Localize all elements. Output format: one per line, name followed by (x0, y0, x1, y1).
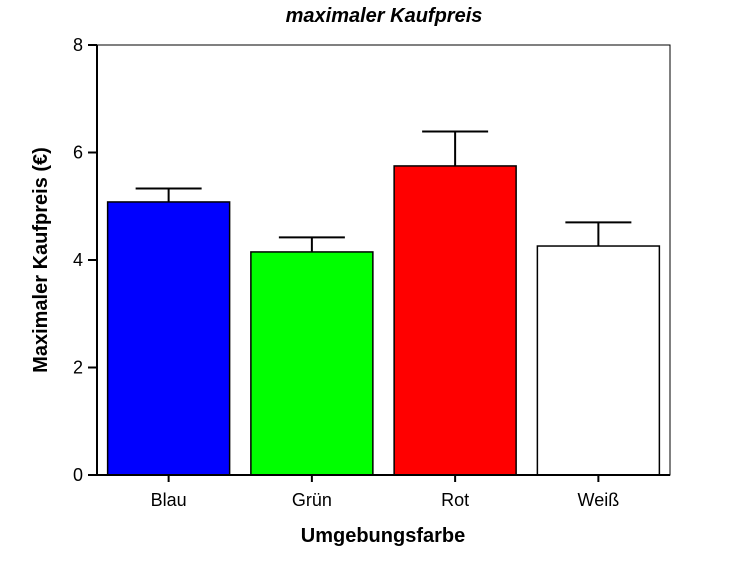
y-ticks-layer: 0 2 4 6 8 (73, 35, 97, 485)
chart-title: maximaler Kaufpreis (286, 5, 483, 27)
y-axis-label: Maximaler Kaufpreis (€) (30, 147, 52, 373)
x-tick-label-3: Weiß (578, 490, 620, 510)
bars-layer (106, 165, 661, 476)
x-axis-label: Umgebungsfarbe (301, 525, 465, 547)
error-bars-layer (135, 130, 632, 252)
bar-1 (250, 251, 374, 476)
bar-3 (536, 245, 661, 476)
x-ticks-layer: Blau Grün Rot Weiß (151, 475, 620, 510)
y-tick-label-3: 6 (73, 143, 83, 163)
y-tick-label-4: 8 (73, 35, 83, 55)
x-tick-label-1: Grün (292, 490, 332, 510)
x-tick-label-0: Blau (151, 490, 187, 510)
y-tick-label-0: 0 (73, 465, 83, 485)
y-tick-label-2: 4 (73, 250, 83, 270)
y-tick-label-1: 2 (73, 358, 83, 378)
x-tick-label-2: Rot (441, 490, 469, 510)
bar-2 (393, 165, 517, 476)
bar-0 (106, 201, 231, 476)
